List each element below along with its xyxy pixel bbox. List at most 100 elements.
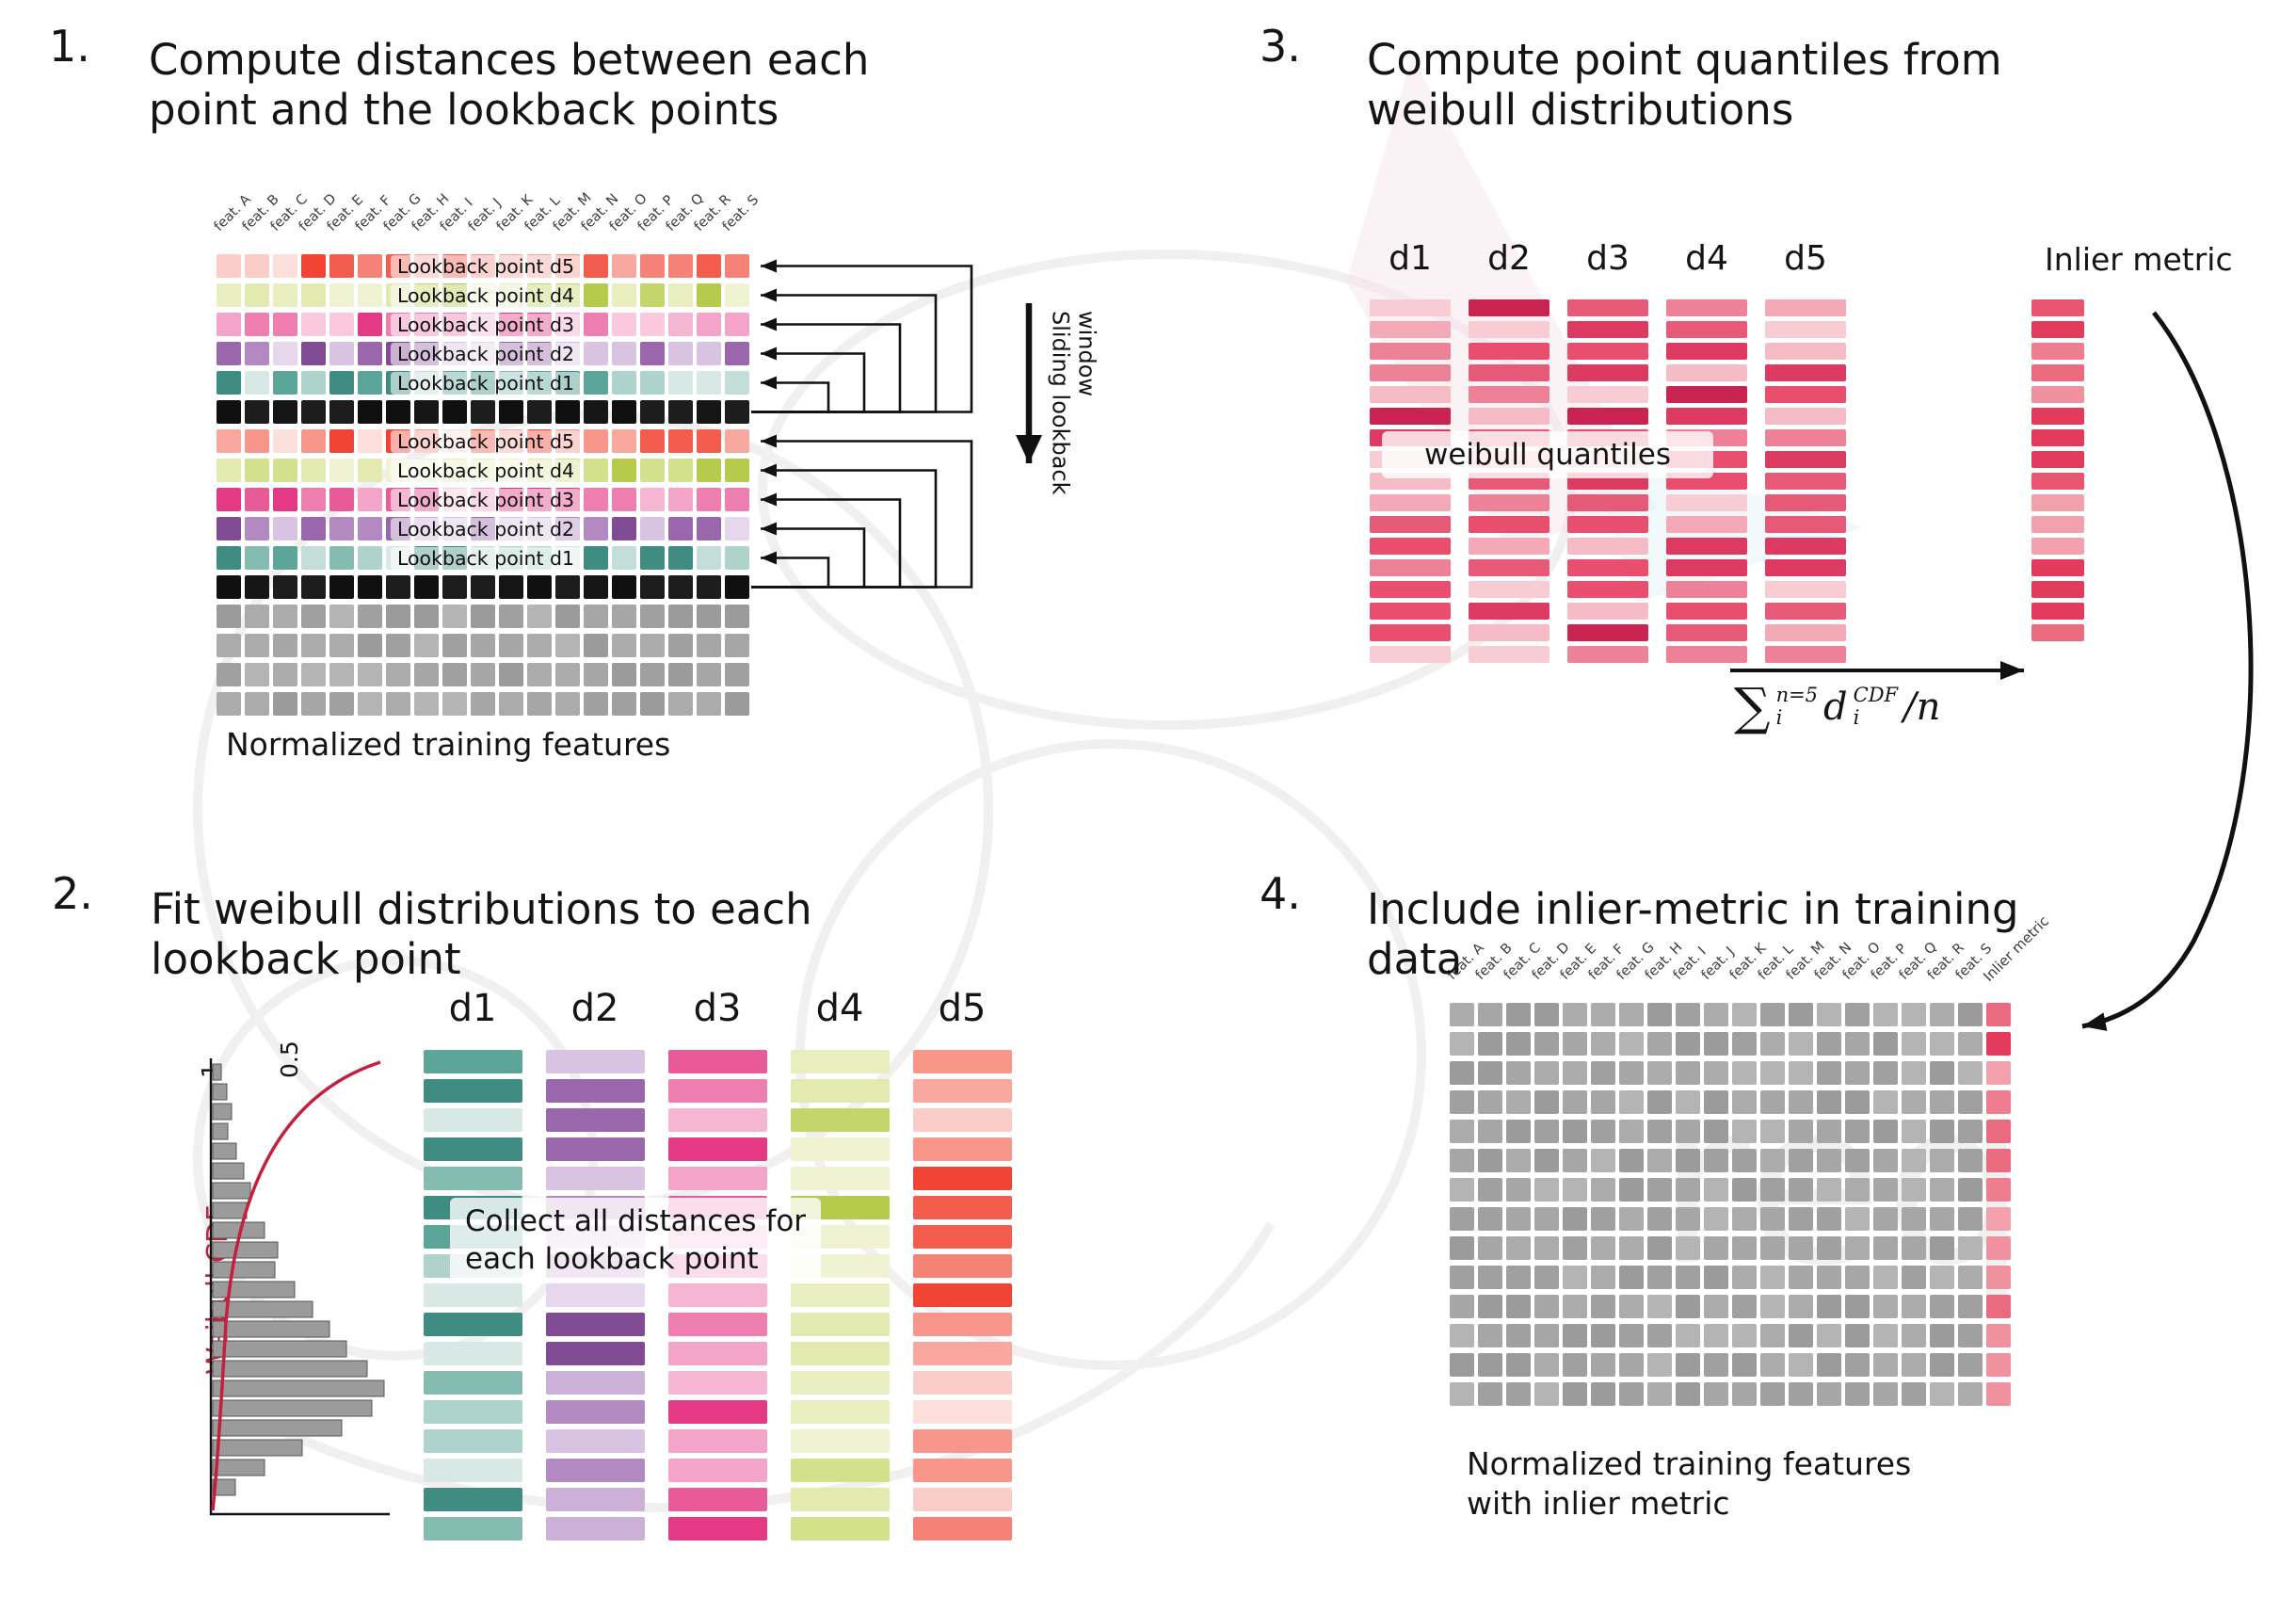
feature-cell	[1817, 1120, 1841, 1143]
feature-cell	[1704, 1149, 1728, 1172]
feature-cell	[1930, 1236, 1954, 1260]
inlier-metric-cell	[1986, 1120, 2011, 1143]
inlier-metric-bar	[2031, 408, 2084, 425]
grid-cell	[273, 400, 297, 424]
feature-cell	[1789, 1032, 1813, 1056]
grid-cell	[612, 692, 636, 716]
sliding-window-label: Sliding lookback window	[1047, 311, 1100, 495]
feature-cell	[1506, 1120, 1531, 1143]
feature-cell	[1563, 1178, 1587, 1202]
inlier-metric-cell	[1986, 1178, 2011, 1202]
grid-cell	[725, 459, 749, 482]
feature-cell	[1563, 1149, 1587, 1172]
grid-cell	[584, 605, 608, 628]
feature-cell	[1789, 1149, 1813, 1172]
grid-cell	[273, 342, 297, 365]
grid-cell	[358, 400, 382, 424]
feature-cell	[1619, 1149, 1644, 1172]
feature-cell	[1450, 1178, 1474, 1202]
grid-cell	[612, 605, 636, 628]
grid-cell	[329, 605, 354, 628]
quantile-column-header: d4	[1685, 239, 1728, 278]
feature-cell	[1760, 1324, 1785, 1347]
feature-cell	[1930, 1295, 1954, 1318]
feature-cell	[1732, 1207, 1757, 1231]
feature-cell	[1450, 1120, 1474, 1143]
feature-cell	[1563, 1324, 1587, 1347]
distance-column-header: d5	[938, 987, 987, 1030]
feature-cell	[1902, 1178, 1926, 1202]
grid-cell	[640, 459, 665, 482]
distance-bar	[424, 1050, 522, 1073]
grid-cell	[471, 663, 495, 686]
feature-cell	[1958, 1090, 1983, 1114]
grid-cell	[273, 371, 297, 395]
grid-cell	[640, 546, 665, 570]
grid-cell	[358, 517, 382, 540]
grid-cell	[217, 342, 241, 365]
grid-cell	[414, 605, 439, 628]
grid-cell	[329, 400, 354, 424]
grid-cell	[245, 371, 269, 395]
feature-cell	[1789, 1061, 1813, 1085]
distance-bar	[913, 1108, 1012, 1132]
distance-bar	[791, 1108, 890, 1132]
grid-cell	[301, 663, 326, 686]
quantile-bar	[1765, 624, 1846, 641]
distance-bar	[546, 1488, 645, 1511]
grid-cell	[217, 546, 241, 570]
lookback-row-label: Lookback point d2	[390, 518, 582, 540]
collect-distances-overlay: Collect all distances for each lookback …	[450, 1198, 822, 1283]
quantile-bar	[1469, 494, 1549, 511]
grid-cell	[640, 400, 665, 424]
cdf-axis-tick-1: 1	[197, 1063, 224, 1078]
quantile-bar	[1765, 321, 1846, 338]
quantile-bar	[1765, 299, 1846, 316]
panel4-caption: Normalized training features with inlier…	[1467, 1445, 1912, 1523]
grid-cell	[245, 313, 269, 336]
grid-cell	[386, 575, 410, 599]
grid-cell	[329, 575, 354, 599]
feature-cell	[1591, 1149, 1615, 1172]
distance-bar	[913, 1429, 1012, 1453]
feature-cell	[1817, 1090, 1841, 1114]
feature-cell	[1930, 1032, 1954, 1056]
grid-cell	[612, 575, 636, 599]
grid-cell	[329, 254, 354, 278]
grid-cell	[640, 605, 665, 628]
feature-cell	[1676, 1149, 1700, 1172]
grid-cell	[584, 254, 608, 278]
feature-cell	[1902, 1382, 1926, 1406]
grid-cell	[584, 400, 608, 424]
inlier-metric-bar	[2031, 624, 2084, 641]
distance-bar	[546, 1517, 645, 1541]
feature-cell	[1704, 1090, 1728, 1114]
feature-cell	[1647, 1382, 1672, 1406]
feature-cell	[1563, 1061, 1587, 1085]
grid-cell	[273, 254, 297, 278]
quantile-bar	[1765, 581, 1846, 598]
feature-cell	[1506, 1003, 1531, 1026]
quantile-column-header: d3	[1586, 239, 1630, 278]
quantile-bar	[1567, 646, 1648, 663]
inlier-metric-bar	[2031, 321, 2084, 338]
feature-cell	[1478, 1120, 1502, 1143]
distance-bar	[668, 1313, 767, 1336]
feature-cell	[1647, 1032, 1672, 1056]
grid-cell	[527, 605, 552, 628]
feature-cell	[1873, 1178, 1898, 1202]
inlier-metric-bar	[2031, 581, 2084, 598]
grid-cell	[527, 663, 552, 686]
distance-bar	[913, 1079, 1012, 1103]
feature-cell	[1478, 1324, 1502, 1347]
feature-cell	[1647, 1090, 1672, 1114]
grid-cell	[273, 605, 297, 628]
grid-cell	[386, 605, 410, 628]
feature-cell	[1647, 1295, 1672, 1318]
quantile-bar	[1765, 538, 1846, 555]
feature-cell	[1478, 1266, 1502, 1289]
feature-cell	[1534, 1236, 1559, 1260]
grid-cell	[329, 342, 354, 365]
grid-cell	[386, 692, 410, 716]
